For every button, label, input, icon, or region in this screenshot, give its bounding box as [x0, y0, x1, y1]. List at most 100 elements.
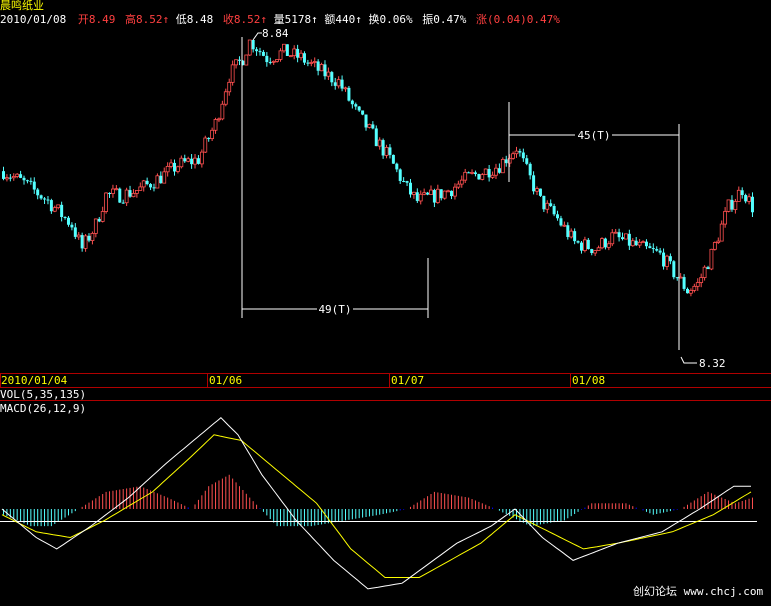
candle: [432, 188, 436, 208]
close-label: 收: [223, 12, 234, 26]
candle-body-down: [145, 180, 149, 185]
candlestick-series: [2, 39, 754, 297]
candle: [312, 57, 317, 68]
candle: [418, 190, 423, 205]
candle-body-down: [521, 152, 525, 159]
amount-value: 440: [335, 13, 355, 26]
candle: [556, 210, 560, 221]
candle-body-up: [234, 59, 238, 66]
candle-body-up: [695, 282, 700, 287]
candle-body-down: [415, 192, 419, 201]
candle: [121, 199, 125, 204]
watermark: 创幻论坛 www.chcj.com: [633, 584, 763, 598]
candle: [453, 183, 457, 200]
candle-body-down: [672, 261, 676, 278]
candle: [494, 163, 498, 180]
candle: [411, 191, 416, 199]
candle-body-down: [398, 169, 402, 181]
open-label: 开: [78, 13, 89, 26]
candle: [169, 159, 173, 169]
candle: [655, 246, 659, 252]
candle-body-up: [692, 285, 697, 291]
candle-body-up: [247, 39, 252, 56]
candle-body-up: [507, 157, 512, 164]
candle-body-down: [549, 203, 553, 207]
candle: [73, 223, 77, 240]
candle: [733, 198, 738, 214]
candle: [593, 250, 598, 257]
candle: [538, 188, 542, 197]
candle-body-down: [66, 217, 70, 225]
candle-body-down: [121, 202, 125, 204]
candle-body-down: [750, 196, 754, 213]
candle-body-down: [651, 248, 655, 250]
candle: [429, 185, 433, 195]
candle-body-down: [80, 235, 84, 249]
amount-label: 额: [324, 13, 335, 26]
up-arrow-icon: ↑: [162, 13, 169, 26]
candle-body-down: [196, 158, 200, 164]
candle: [500, 157, 505, 174]
candle-body-down: [128, 190, 132, 197]
candle: [285, 44, 289, 57]
annotation-layer: 49(T) 45(T) 8.84 8.32: [241, 27, 726, 370]
candle-body-down: [173, 162, 176, 172]
candle-body-up: [131, 192, 136, 198]
candle: [435, 184, 440, 204]
candle: [333, 77, 337, 90]
candle-body-down: [477, 174, 481, 180]
candle-body-up: [500, 159, 505, 174]
candle-body-up: [93, 218, 98, 234]
candle-body-up: [76, 234, 81, 238]
candle-body-up: [367, 124, 372, 128]
candle: [141, 179, 146, 192]
up-arrow-icon: ↑: [311, 13, 318, 26]
candle-body-up: [134, 189, 139, 194]
candle: [128, 185, 132, 198]
turnover-value: 0.06%: [379, 13, 412, 26]
candle: [415, 188, 419, 203]
candle-body-down: [29, 180, 33, 182]
candle: [377, 137, 382, 150]
candle-body-down: [46, 199, 50, 201]
candle-body-down: [487, 168, 491, 178]
candle-body-down: [258, 51, 262, 53]
candle-body-up: [429, 189, 433, 195]
candle-body-down: [19, 174, 23, 178]
candle: [463, 168, 468, 184]
candle: [709, 248, 714, 271]
candle-body-down: [265, 55, 269, 63]
candle: [176, 165, 180, 174]
x-axis-label: 01/06: [209, 374, 242, 387]
candle-body-up: [282, 43, 286, 52]
candle-body-down: [347, 87, 351, 101]
candle-body-down: [285, 44, 289, 56]
candle-body-down: [408, 182, 412, 195]
candle-body-down: [450, 190, 454, 197]
candle-body-down: [730, 199, 734, 210]
candle-body-down: [426, 192, 430, 195]
amplitude-label: 振: [422, 12, 433, 26]
candle: [579, 240, 583, 254]
candle: [316, 59, 320, 76]
candle-body-down: [586, 239, 590, 250]
candle-body-down: [566, 225, 570, 237]
candle: [367, 123, 372, 129]
close-value: 8.52: [234, 13, 261, 26]
candle: [223, 88, 228, 107]
up-arrow-icon: ↑: [355, 13, 362, 26]
candle: [118, 187, 122, 203]
candle-body-up: [600, 238, 604, 249]
candle-body-up: [169, 162, 173, 167]
change-value: (0.04)0.47%: [487, 13, 560, 26]
candle-body-down: [60, 204, 64, 218]
candle: [371, 121, 375, 130]
candle: [627, 229, 631, 250]
candle-body-down: [63, 217, 67, 219]
candle-body-down: [590, 249, 594, 254]
trough-leader-line: [680, 356, 697, 364]
candle: [426, 191, 430, 196]
candle-body-up: [15, 173, 20, 177]
candle: [97, 217, 101, 223]
candle: [617, 228, 621, 242]
